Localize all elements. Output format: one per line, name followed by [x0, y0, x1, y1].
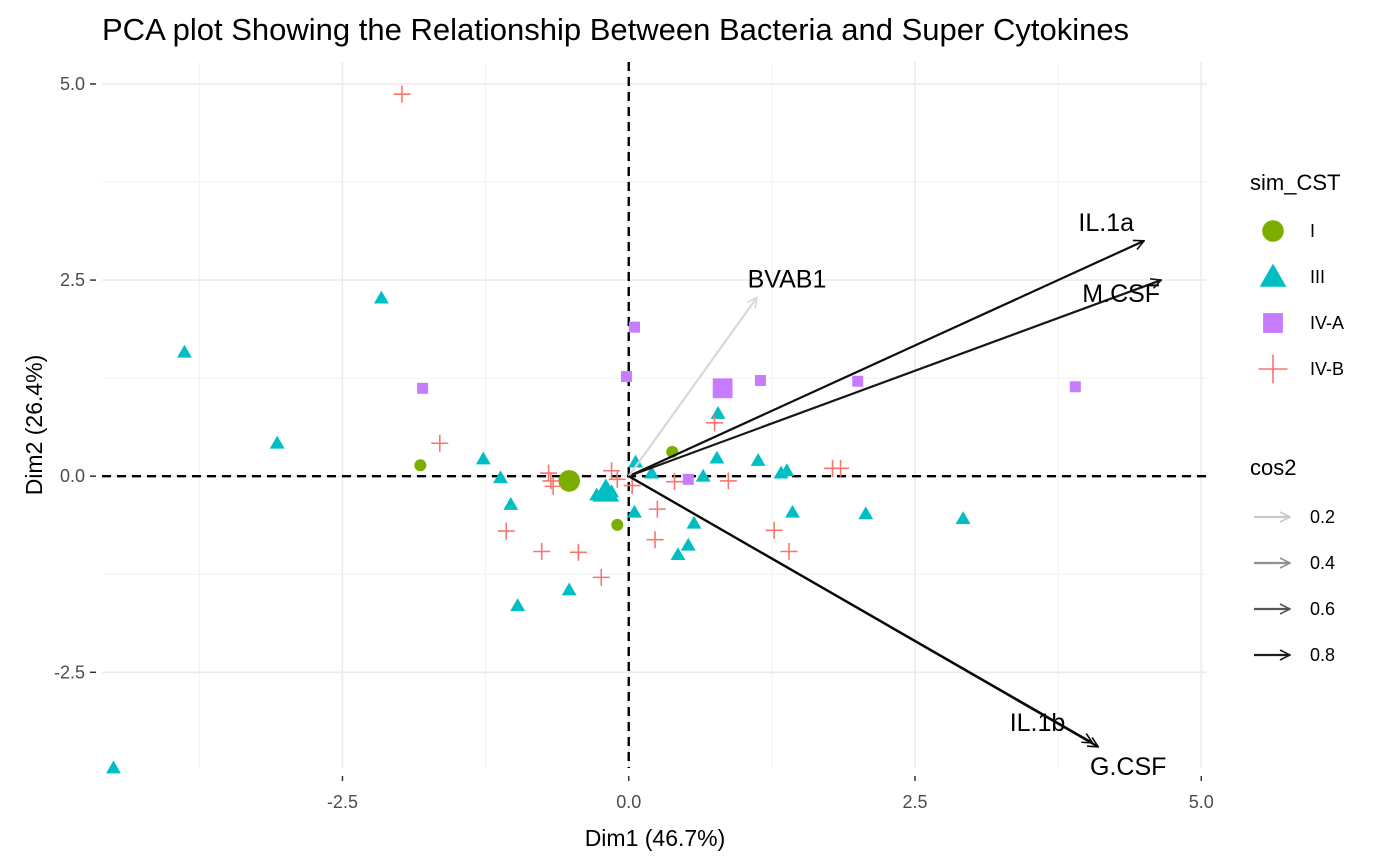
point-iv-a: [852, 375, 864, 387]
point-iii: [269, 435, 285, 449]
point-iii: [106, 760, 121, 774]
point-i: [414, 459, 427, 472]
point-iii: [695, 468, 711, 482]
y-tick-label: 5.0: [60, 74, 85, 94]
point-iii: [628, 454, 644, 468]
x-axis-label: Dim1 (46.7%): [585, 825, 726, 851]
point-iii: [493, 470, 508, 484]
reference-lines: [102, 62, 1207, 768]
point-iv-b: [393, 85, 411, 103]
individual-points: [106, 85, 1081, 774]
point-iv-b: [646, 531, 664, 549]
point-iii: [858, 506, 874, 520]
point-iv-b: [648, 500, 666, 518]
legend-key-iii: [1259, 263, 1287, 287]
point-iii: [680, 537, 696, 551]
point-iv-b: [533, 542, 551, 560]
point-iv-b: [719, 472, 737, 490]
grid-major: [102, 62, 1207, 768]
point-iv-b: [706, 414, 724, 432]
point-iv-b: [592, 568, 610, 586]
arrow-il-1a: [628, 241, 1144, 478]
legend-label-i: I: [1310, 221, 1315, 241]
arrow-label-il-1a: IL.1a: [1078, 209, 1134, 237]
point-iv-b: [832, 459, 850, 477]
legend-label-iv-a: IV-A: [1310, 313, 1344, 333]
legend-cos2-label: 0.2: [1310, 507, 1335, 527]
point-iv-b: [666, 473, 684, 491]
point-iv-a: [628, 321, 640, 333]
point-iii: [955, 511, 971, 524]
x-tick-label: 2.5: [902, 792, 927, 812]
y-axis-label: Dim2 (26.4%): [21, 355, 47, 496]
arrow-bvab1: [627, 297, 757, 477]
arrow-m-csf: [628, 280, 1161, 478]
point-iv-a: [754, 374, 766, 386]
point-iv-b: [540, 464, 558, 482]
arrow-label-bvab1: BVAB1: [748, 265, 827, 293]
point-i: [611, 518, 624, 531]
point-iv-b: [569, 543, 587, 561]
chart-title: PCA plot Showing the Relationship Betwee…: [102, 12, 1129, 47]
point-iii: [510, 598, 526, 612]
point-iii: [750, 453, 766, 466]
arrow-label-m-csf: M.CSF: [1082, 280, 1160, 308]
point-iii: [503, 496, 519, 510]
legend-label-iv-b: IV-B: [1310, 359, 1344, 379]
point-iv-b: [431, 434, 449, 452]
point-iii: [177, 344, 192, 358]
legend-cos2-label: 0.4: [1310, 553, 1335, 573]
point-iii: [561, 582, 577, 596]
legend-sim-cst-title: sim_CST: [1250, 170, 1340, 195]
legend-cos2-label: 0.8: [1310, 645, 1335, 665]
point-iv-b: [623, 477, 641, 495]
point-iv-b: [765, 521, 783, 539]
legend-key-iv-b: [1258, 354, 1288, 384]
x-tick-label: -2.5: [327, 792, 358, 812]
point-iii: [373, 290, 389, 304]
point-iii: [670, 547, 686, 561]
centroid-iv-a: [712, 378, 733, 399]
grid-minor: [102, 62, 1207, 768]
y-tick-label: 2.5: [60, 270, 85, 290]
legend-key-i: [1262, 220, 1284, 242]
legend-cos2-label: 0.6: [1310, 599, 1335, 619]
arrow-label-g-csf: G.CSF: [1090, 753, 1166, 781]
legend-cos2-title: cos2: [1250, 455, 1296, 480]
point-iii: [475, 451, 491, 465]
centroid-i: [558, 470, 580, 492]
point-iv-b: [608, 470, 626, 488]
point-iv-b: [780, 542, 798, 560]
x-axis-ticks: -2.5 0.0 2.5 5.0: [327, 776, 1214, 812]
legend-key-iv-a: [1263, 313, 1283, 333]
point-iii: [710, 405, 726, 419]
x-tick-label: 5.0: [1189, 792, 1214, 812]
legend-label-iii: III: [1310, 267, 1325, 287]
point-iii: [627, 504, 642, 518]
y-axis-ticks: -2.5 0.0 2.5 5.0: [54, 74, 96, 682]
point-iii: [686, 515, 702, 529]
point-iv-a: [682, 473, 694, 485]
point-iii: [785, 504, 800, 518]
point-iii: [779, 463, 795, 477]
point-iv-b: [497, 522, 515, 540]
y-tick-label: 0.0: [60, 466, 85, 486]
arrow-g-csf: [628, 475, 1098, 748]
point-iv-a: [1069, 381, 1081, 393]
point-iii: [709, 450, 725, 464]
x-tick-label: 0.0: [616, 792, 641, 812]
point-iv-a: [620, 371, 632, 383]
legend-cos2: cos2 0.2 0.4 0.6 0.8: [1250, 455, 1335, 665]
centroid-iii: [592, 478, 620, 502]
point-iii: [644, 465, 660, 479]
point-iv-b: [544, 477, 562, 495]
point-iv-a: [417, 382, 429, 394]
point-iv-b: [603, 462, 621, 480]
y-tick-label: -2.5: [54, 662, 85, 682]
